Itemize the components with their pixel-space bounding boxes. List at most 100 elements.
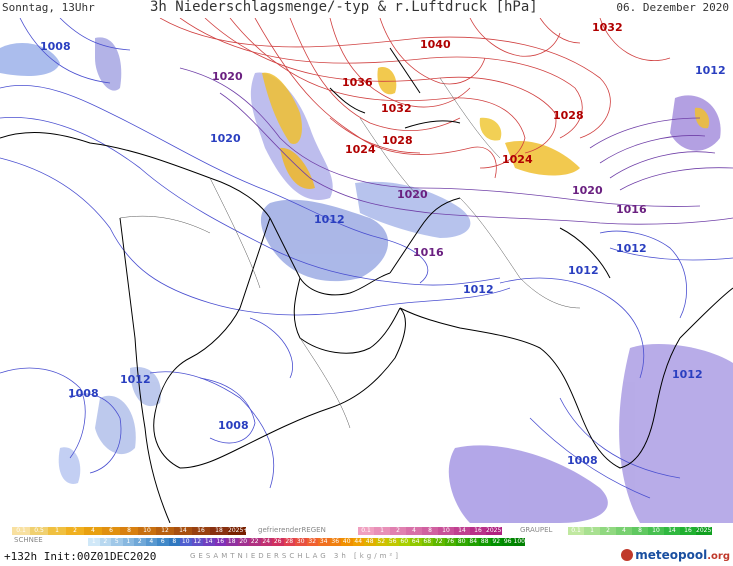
forecast-day-time: Sonntag, 13Uhr (2, 1, 95, 14)
isobar-label: 1028 (382, 134, 413, 147)
legend-swatch: 0.1 (12, 527, 30, 535)
legend-swatch: 40 (341, 538, 353, 546)
legend-swatch: 0.1 (358, 527, 374, 535)
logo-tld: .org (707, 551, 730, 562)
legend-swatch: 5 (111, 538, 123, 546)
precip-area (448, 445, 608, 523)
isobar-label: 1028 (553, 109, 584, 122)
legend-swatch: 10 (438, 527, 454, 535)
legend-swatch: 88 (479, 538, 491, 546)
isobar-label: 1012 (695, 64, 726, 77)
legend-swatch: 52 (375, 538, 387, 546)
isobar-label: 1012 (120, 373, 151, 386)
legend-swatch: 2025+ (696, 527, 717, 535)
isobar-label: 1020 (572, 184, 603, 197)
forecast-date: 06. Dezember 2020 (616, 1, 729, 14)
legend-swatch: 8 (168, 538, 180, 546)
pressure-precip-map (0, 18, 733, 523)
legend-rain-scale: 0.1 0.5 1 2 4 6 8 10 12 14 16 18 2025+ (12, 527, 249, 535)
legend-swatch: 2025+ (486, 527, 507, 535)
legend-swatch: 6 (102, 527, 120, 535)
legend-freezing-scale: 0.1 1 2 4 8 10 14 16 2025+ (358, 527, 507, 535)
legend-swatch: 8 (632, 527, 648, 535)
legend-snow-title: SCHNEE (14, 536, 43, 544)
legend-swatch: 16 (470, 527, 486, 535)
blue-isobars (0, 18, 733, 499)
legend-swatch: 76 (444, 538, 456, 546)
precip-area (355, 181, 471, 238)
legend-swatch: 18 (210, 527, 228, 535)
isobar-label: 1016 (616, 203, 647, 216)
isobar-label: 1012 (314, 213, 345, 226)
legend-swatch: 20 (237, 538, 249, 546)
logo-text: meteopool (635, 548, 708, 562)
model-run-info: +132h Init:00Z01DEC2020 (4, 550, 157, 563)
legend-swatch: 32 (306, 538, 318, 546)
coastlines (0, 47, 733, 523)
legend-swatch: 26 (272, 538, 284, 546)
legend-swatch: 16 (192, 527, 210, 535)
snow-area (377, 67, 397, 95)
legend-swatch: 16 (214, 538, 226, 546)
legend-swatch: 10 (180, 538, 192, 546)
precip-area (58, 447, 81, 484)
meteopool-logo[interactable]: meteopool.org (621, 548, 730, 562)
legend-swatch: 2 (600, 527, 616, 535)
legend-swatch: 22 (249, 538, 261, 546)
isobar-label: 1024 (345, 143, 376, 156)
isobar-label: 1012 (672, 368, 703, 381)
snow-area (694, 107, 710, 129)
legend-swatch: 4 (84, 527, 102, 535)
legend-swatch: 2 (66, 527, 84, 535)
isobar-label: 1032 (381, 102, 412, 115)
isobar-label: 1008 (218, 419, 249, 432)
legend-swatch: 72 (433, 538, 445, 546)
precip-areas (0, 37, 733, 523)
legend-swatch: 1 (122, 538, 134, 546)
legend-swatch: 64 (410, 538, 422, 546)
legend-swatch: 12 (191, 538, 203, 546)
legend-swatch: 10 (648, 527, 664, 535)
legend-swatch: 60 (398, 538, 410, 546)
legend-swatch: 2025+ (228, 527, 249, 535)
isobar-label: 1012 (616, 242, 647, 255)
legend-swatch: 1 (88, 538, 100, 546)
precip-area (670, 95, 721, 151)
legend-graupel-title: GRAUPEL (520, 526, 553, 534)
legend-swatch: 0.1 (568, 527, 584, 535)
legend-swatch: 10 (138, 527, 156, 535)
legend-swatch: 18 (226, 538, 238, 546)
legend-total-scale: 1 2 5 1 2 4 6 8 10 12 14 16 18 20 22 24 26 28 30 32 34 36 40 44… (88, 538, 525, 546)
isobar-label: 1020 (210, 132, 241, 145)
legend-swatch: 44 (352, 538, 364, 546)
legend-swatch: 4 (616, 527, 632, 535)
isobar-label: 1020 (212, 70, 243, 83)
legend-swatch: 1 (48, 527, 66, 535)
legend-swatch: 14 (664, 527, 680, 535)
legend-graupel-scale: 0.1 1 2 4 8 10 14 16 2025+ (568, 527, 717, 535)
legend-swatch: 84 (467, 538, 479, 546)
snow-area (479, 117, 502, 141)
isobar-label: 1020 (397, 188, 428, 201)
legend-swatch: 12 (156, 527, 174, 535)
precip-area (260, 199, 389, 282)
precip-area (95, 37, 122, 91)
snow-area (262, 72, 302, 144)
legend-swatch: 2 (99, 538, 111, 546)
legend-swatch: 68 (421, 538, 433, 546)
isobar-label: 1012 (463, 283, 494, 296)
isobar-label: 1008 (68, 387, 99, 400)
red-isobars (159, 18, 671, 179)
header-bar: Sonntag, 13Uhr 3h Niederschlagsmenge/-ty… (0, 0, 733, 18)
borders (119, 77, 581, 429)
legend-swatch: 34 (318, 538, 330, 546)
legend-swatch: 14 (203, 538, 215, 546)
map-title: 3h Niederschlagsmenge/-typ & r.Luftdruck… (150, 0, 538, 15)
legend-swatch: 8 (422, 527, 438, 535)
legend-swatch: 16 (680, 527, 696, 535)
isobar-label: 1016 (413, 246, 444, 259)
purple-isobars (179, 67, 733, 225)
legend-swatch: 48 (364, 538, 376, 546)
legend-swatch: 56 (387, 538, 399, 546)
legend-swatch: 24 (260, 538, 272, 546)
